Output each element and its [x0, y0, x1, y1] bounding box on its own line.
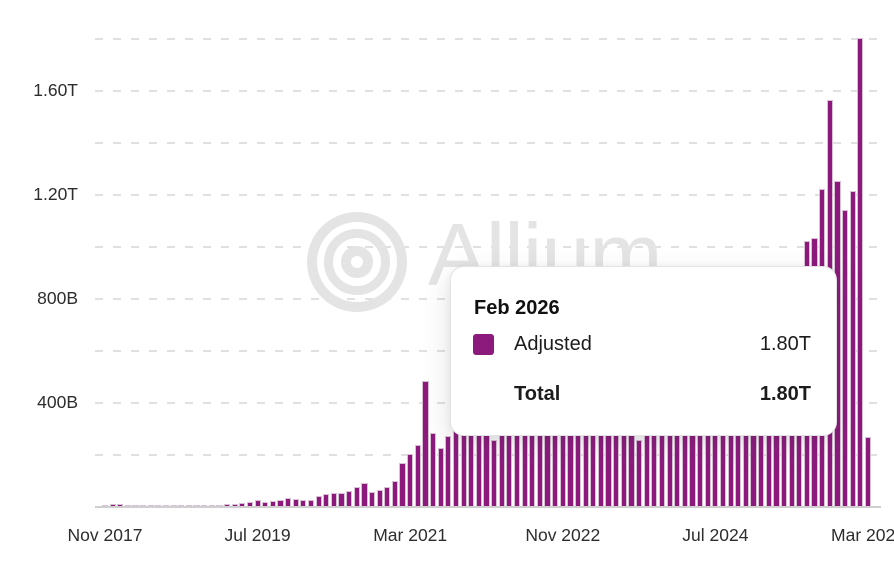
bar[interactable]: [223, 504, 231, 506]
logo-outer-ring: [307, 212, 407, 312]
bar[interactable]: [636, 439, 643, 506]
bar[interactable]: [491, 439, 498, 506]
bar[interactable]: [246, 501, 254, 506]
bar[interactable]: [346, 491, 353, 506]
bar[interactable]: [368, 491, 376, 506]
bar[interactable]: [117, 504, 124, 506]
tooltip-adjusted-value: 1.80T: [759, 333, 811, 355]
bar[interactable]: [178, 504, 185, 506]
x-axis-tick-label: Jul 2024: [682, 525, 749, 545]
bar[interactable]: [452, 425, 460, 506]
bar[interactable]: [254, 499, 261, 506]
tooltip-title: Feb 2026: [474, 297, 560, 319]
bar[interactable]: [170, 504, 177, 506]
bar[interactable]: [384, 486, 391, 506]
bar[interactable]: [239, 502, 246, 506]
bar[interactable]: [315, 496, 322, 506]
x-axis-tick-label: Mar 2021: [373, 525, 448, 545]
y-axis-tick-label: 400B: [37, 392, 78, 412]
gridline: [95, 38, 881, 40]
bar[interactable]: [140, 504, 147, 506]
bar[interactable]: [101, 504, 109, 506]
x-axis-tick-label: Mar 2026: [831, 525, 894, 545]
bar[interactable]: [407, 454, 414, 506]
bar[interactable]: [391, 480, 399, 506]
logo-middle-ring: [324, 229, 390, 295]
chart-tooltip: Feb 2026 Adjusted 1.80T Total 1.80T: [450, 266, 837, 436]
gridline: [95, 142, 881, 144]
bar[interactable]: [231, 503, 238, 506]
bar[interactable]: [147, 504, 154, 506]
bar[interactable]: [269, 500, 276, 506]
bar[interactable]: [842, 209, 849, 506]
bar[interactable]: [193, 504, 200, 506]
bar[interactable]: [864, 437, 872, 506]
bar[interactable]: [109, 504, 116, 506]
bar[interactable]: [132, 504, 139, 506]
bar[interactable]: [262, 501, 269, 506]
bar[interactable]: [620, 425, 627, 506]
bar[interactable]: [208, 504, 215, 506]
tooltip-row-adjusted: Adjusted 1.80T: [451, 333, 811, 356]
x-axis-tick-label: Jul 2019: [224, 525, 291, 545]
x-axis-tick-label: Nov 2022: [525, 525, 601, 545]
y-axis-tick-label: 1.20T: [33, 184, 78, 204]
bar[interactable]: [155, 504, 162, 506]
tooltip-total-label: Total: [514, 383, 561, 405]
bar[interactable]: [285, 498, 292, 506]
bar[interactable]: [445, 435, 452, 506]
bar[interactable]: [338, 493, 345, 506]
bar[interactable]: [376, 489, 383, 506]
y-axis-tick-label: 800B: [37, 288, 78, 308]
bar[interactable]: [414, 444, 421, 506]
bar[interactable]: [857, 38, 864, 506]
tooltip-adjusted-label: Adjusted: [514, 333, 592, 355]
allium-logo-icon: [307, 212, 407, 312]
bar[interactable]: [628, 430, 635, 506]
gridline: [95, 90, 881, 92]
y-axis-tick-label: 1.60T: [33, 80, 78, 100]
logo-inner-ring: [341, 246, 373, 278]
bar[interactable]: [330, 493, 337, 506]
x-axis-tick-label: Nov 2017: [67, 525, 143, 545]
bar[interactable]: [849, 191, 856, 506]
bar[interactable]: [422, 381, 429, 506]
adjusted-series-swatch: [473, 334, 494, 355]
bar[interactable]: [429, 433, 437, 506]
gridline: [95, 194, 881, 196]
bar[interactable]: [277, 499, 284, 506]
gridline: [95, 246, 881, 248]
bar[interactable]: [300, 499, 307, 506]
bar[interactable]: [162, 504, 170, 506]
bar[interactable]: [323, 494, 330, 506]
bar[interactable]: [216, 504, 223, 506]
x-axis-line: [95, 506, 881, 508]
bar[interactable]: [437, 447, 444, 506]
bar[interactable]: [292, 498, 299, 506]
tooltip-total-value: 1.80T: [759, 383, 811, 405]
bar[interactable]: [353, 486, 360, 506]
bar[interactable]: [643, 428, 650, 506]
tooltip-row-total: Total 1.80T: [451, 383, 811, 406]
bar[interactable]: [124, 504, 131, 506]
bar[interactable]: [201, 504, 208, 506]
bar[interactable]: [185, 504, 193, 506]
bar[interactable]: [361, 482, 368, 506]
bar[interactable]: [307, 500, 315, 506]
bar[interactable]: [399, 463, 406, 506]
